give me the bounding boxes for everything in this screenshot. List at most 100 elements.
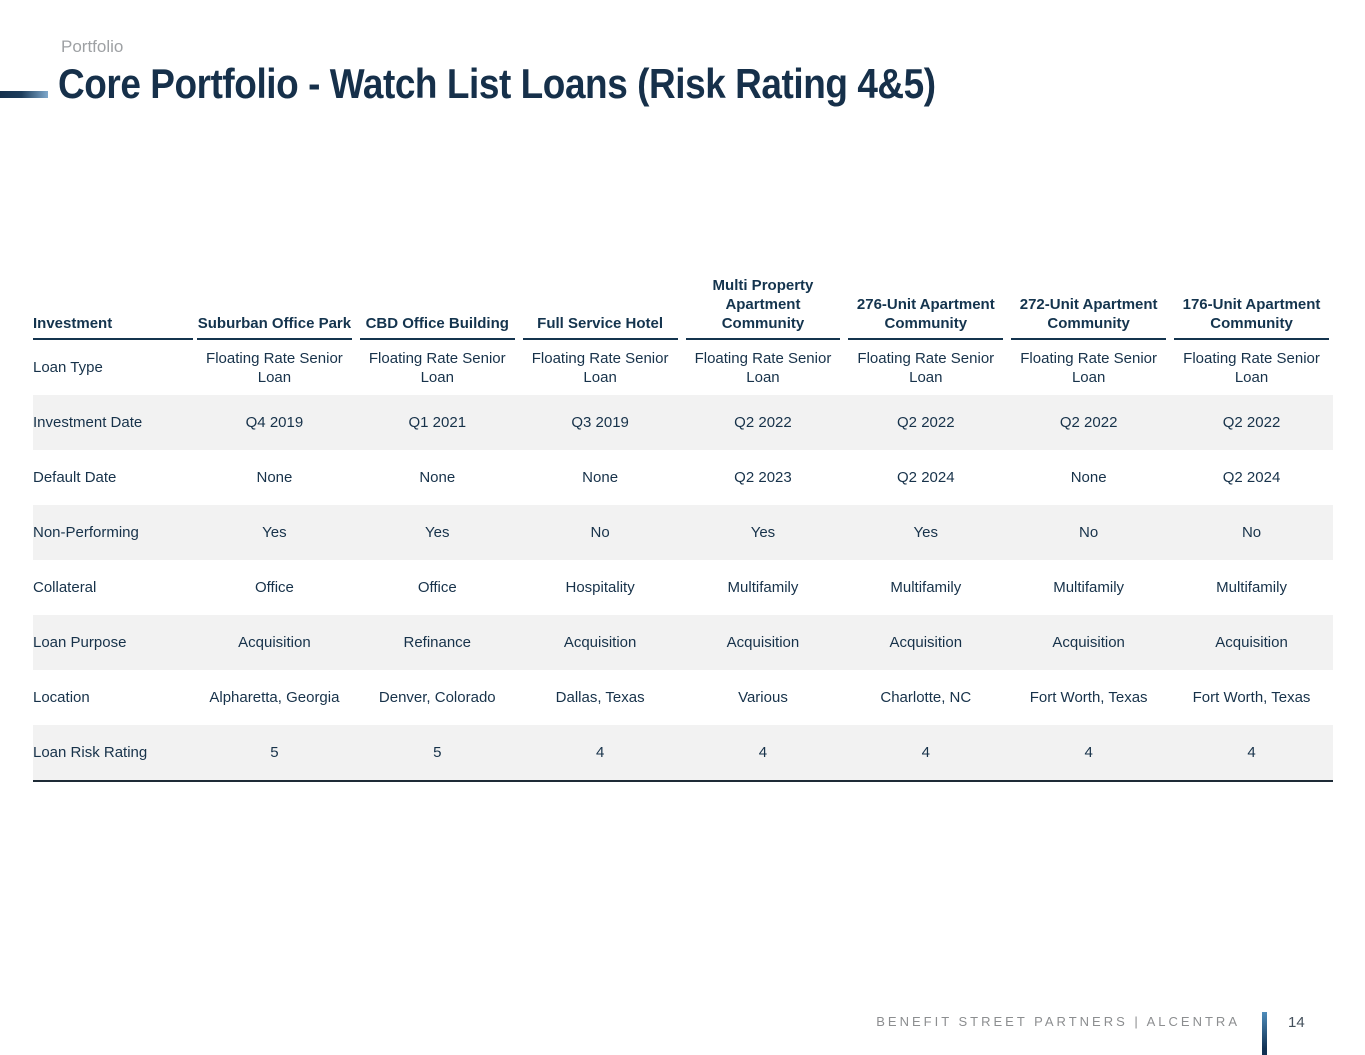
table-cell: No xyxy=(1241,524,1262,541)
table-cell: Floating Rate Senior Loan xyxy=(531,349,669,386)
table-cell: Floating Rate Senior Loan xyxy=(1020,349,1158,386)
column-header-label: 276-Unit Apartment Community xyxy=(848,295,1004,340)
table-cell: Q2 2023 xyxy=(734,469,792,486)
table-cell: Q4 2019 xyxy=(245,414,304,431)
table-cell: Acquisition xyxy=(238,634,311,651)
table-cell: Fort Worth, Texas xyxy=(1029,689,1148,706)
column-header: 176-Unit Apartment Community xyxy=(1170,276,1333,340)
table-cell: 4 xyxy=(518,725,682,782)
table-cell: Floating Rate Senior Loan xyxy=(694,349,832,386)
table-cell: Yes xyxy=(425,524,450,541)
column-header: CBD Office Building xyxy=(356,276,519,340)
table-cell: 4 xyxy=(1170,725,1333,782)
table-cell: Multifamily xyxy=(1216,579,1287,596)
column-header: Suburban Office Park xyxy=(193,276,356,340)
table-cell: 4 xyxy=(681,725,845,782)
column-header-label: 272-Unit Apartment Community xyxy=(1011,295,1167,340)
table-row: Location Alpharetta, Georgia Denver, Color… xyxy=(33,670,1333,725)
table-cell: Q3 2019 xyxy=(571,414,629,431)
title-accent-bar xyxy=(0,91,48,98)
footer-accent-bar xyxy=(1262,1012,1267,1055)
table-cell: 5 xyxy=(355,725,519,782)
table-cell: Floating Rate Senior Loan xyxy=(368,349,506,386)
table-cell: Acquisition xyxy=(889,634,963,651)
table-cell: No xyxy=(1079,524,1099,541)
table-cell: Q2 2022 xyxy=(1222,414,1281,431)
table-header: Investment Suburban Office Park CBD Office… xyxy=(33,276,1333,340)
column-header: Full Service Hotel xyxy=(519,276,682,340)
column-header-label: 176-Unit Apartment Community xyxy=(1174,295,1329,340)
table-cell: Yes xyxy=(750,524,776,541)
table-row: Loan Type Floating Rate Senior Loan Floati… xyxy=(33,340,1333,395)
row-label: Loan Risk Rating xyxy=(33,725,193,782)
table-cell: Office xyxy=(417,579,457,596)
table-cell: 5 xyxy=(193,725,356,782)
column-header: 276-Unit Apartment Community xyxy=(844,276,1007,340)
table-cell: Q2 2022 xyxy=(734,414,792,431)
table-cell: Denver, Colorado xyxy=(378,689,496,706)
row-label: Investment Date xyxy=(33,414,143,431)
table-cell: Refinance xyxy=(403,634,472,651)
table-cell: Q2 2024 xyxy=(1222,469,1281,486)
table-row: Loan Risk Rating 5 5 4 4 4 4 4 xyxy=(33,725,1333,782)
eyebrow-label: Portfolio xyxy=(61,37,124,56)
column-header-label: CBD Office Building xyxy=(359,314,515,340)
row-label: Loan Type xyxy=(33,359,103,376)
row-label: Loan Purpose xyxy=(33,634,127,651)
table-body: Loan Type Floating Rate Senior Loan Floati… xyxy=(33,340,1333,782)
table-cell: Floating Rate Senior Loan xyxy=(206,349,343,386)
page-number: 14 xyxy=(1288,1014,1305,1031)
table-cell: None xyxy=(1070,469,1107,486)
row-label: Default Date xyxy=(33,469,117,486)
table-row: Non-Performing Yes Yes No Yes Yes No No xyxy=(33,505,1333,560)
table-row: Loan Purpose Acquisition Refinance Acquisit… xyxy=(33,615,1333,670)
table-cell: Acquisition xyxy=(1052,634,1125,651)
column-header-label: Suburban Office Park xyxy=(197,314,352,340)
table-header-row: Investment Suburban Office Park CBD Office… xyxy=(33,276,1333,340)
column-header-investment: Investment xyxy=(33,276,193,340)
table-cell: Charlotte, NC xyxy=(880,689,972,706)
table-cell: Dallas, Texas xyxy=(555,689,645,706)
table-row: Default Date None None None Q2 2023 Q2 2024 No… xyxy=(33,450,1333,505)
table-cell: Q2 2022 xyxy=(897,414,955,431)
column-header: 272-Unit Apartment Community xyxy=(1007,276,1170,340)
table-cell: None xyxy=(419,469,456,486)
table-cell: Multifamily xyxy=(890,579,962,596)
table-cell: Q1 2021 xyxy=(408,414,467,431)
page-title: Core Portfolio - Watch List Loans (Risk … xyxy=(58,60,936,107)
table-cell: Yes xyxy=(262,524,287,541)
watch-list-table-container: Investment Suburban Office Park CBD Office… xyxy=(33,276,1333,782)
table-cell: Multifamily xyxy=(727,579,799,596)
table-cell: 4 xyxy=(844,725,1008,782)
watch-list-loans-table: Investment Suburban Office Park CBD Office… xyxy=(33,276,1333,782)
table-cell: Various xyxy=(738,689,788,706)
column-header: Multi Property Apartment Community xyxy=(682,276,845,340)
row-label: Collateral xyxy=(33,579,97,596)
column-header-label: Investment xyxy=(33,314,193,340)
table-cell: Yes xyxy=(913,524,939,541)
table-cell: Q2 2024 xyxy=(897,469,955,486)
table-cell: Acquisition xyxy=(726,634,800,651)
table-cell: None xyxy=(256,469,293,486)
table-cell: No xyxy=(590,524,610,541)
row-label: Non-Performing xyxy=(33,524,139,541)
table-cell: Q2 2022 xyxy=(1059,414,1118,431)
column-header-label: Full Service Hotel xyxy=(522,314,678,340)
table-cell: Fort Worth, Texas xyxy=(1192,689,1311,706)
table-cell: Multifamily xyxy=(1053,579,1125,596)
table-cell: Alpharetta, Georgia xyxy=(209,689,340,706)
table-cell: Hospitality xyxy=(565,579,635,596)
table-cell: 4 xyxy=(1007,725,1171,782)
column-header-label: Multi Property Apartment Community xyxy=(685,276,841,340)
footer-brand: BENEFIT STREET PARTNERS | ALCENTRA xyxy=(876,1014,1240,1029)
table-cell: None xyxy=(582,469,619,486)
table-cell: Acquisition xyxy=(1215,634,1288,651)
table-cell: Office xyxy=(254,579,294,596)
table-cell: Floating Rate Senior Loan xyxy=(1183,349,1320,386)
table-cell: Floating Rate Senior Loan xyxy=(857,349,995,386)
table-row: Investment Date Q4 2019 Q1 2021 Q3 2019 Q2 2… xyxy=(33,395,1333,450)
row-label: Location xyxy=(33,689,90,706)
table-cell: Acquisition xyxy=(563,634,637,651)
table-row: Collateral Office Office Hospitality Multifa… xyxy=(33,560,1333,615)
